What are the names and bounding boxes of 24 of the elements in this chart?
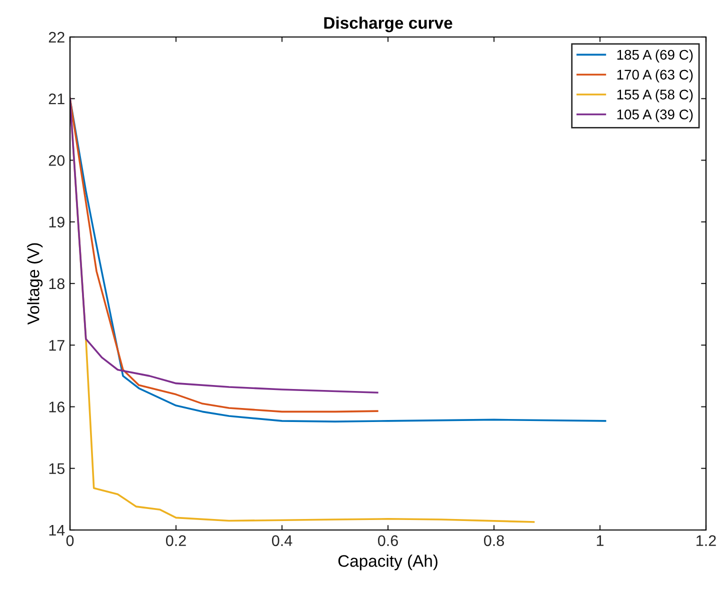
y-tick-label: 15 [49, 463, 64, 474]
x-tick-label: 0.6 [378, 535, 398, 546]
x-tick-label: 1 [596, 535, 604, 546]
y-tick-label: 14 [49, 525, 65, 536]
x-tick-label: 0.2 [166, 535, 186, 546]
y-tick-label: 20 [48, 155, 65, 166]
y-tick-label: 22 [48, 32, 64, 43]
y-tick-label: 18 [49, 278, 64, 290]
legend-label: 105 A (39 C) [617, 109, 693, 122]
line-series [70, 98, 606, 422]
chart-title: Discharge curve [324, 16, 452, 32]
x-tick-label: 0 [66, 535, 74, 546]
legend-label: 155 A (58 C) [617, 89, 693, 102]
y-tick-label: 17 [49, 340, 64, 351]
y-axis-title: Voltage (V) [27, 243, 43, 325]
x-tick-label: 0.8 [484, 535, 504, 546]
y-tick-label: 16 [49, 402, 64, 412]
legend-label: 170 A (63 C) [617, 69, 693, 82]
x-axis-title: Capacity (Ah) [338, 554, 438, 570]
x-tick-label: 1.2 [696, 535, 716, 546]
y-tick-label: 19 [49, 216, 64, 228]
y-tick-label: 21 [48, 93, 64, 104]
legend-label: 185 A (69 C) [617, 50, 693, 62]
x-tick-label: 0.4 [272, 535, 292, 546]
